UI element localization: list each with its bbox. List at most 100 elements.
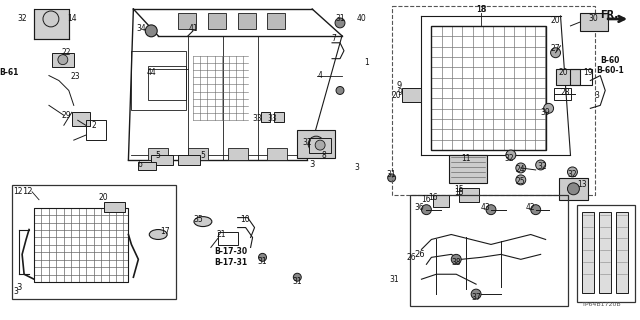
Bar — [208, 13, 226, 29]
Bar — [616, 212, 628, 293]
Bar — [34, 208, 129, 282]
Text: B-60-1: B-60-1 — [596, 66, 624, 75]
Text: 31: 31 — [258, 257, 268, 266]
Text: 31: 31 — [390, 275, 399, 284]
Text: 22: 22 — [61, 48, 70, 57]
Bar — [268, 13, 285, 29]
Bar — [582, 212, 595, 293]
Text: 43: 43 — [480, 203, 490, 212]
Circle shape — [451, 254, 461, 264]
Circle shape — [315, 140, 325, 150]
Text: 16: 16 — [429, 193, 438, 202]
Text: 32: 32 — [17, 14, 27, 23]
Text: 29: 29 — [61, 111, 70, 120]
Text: 30: 30 — [588, 14, 598, 23]
Circle shape — [486, 205, 496, 215]
Bar — [151, 155, 173, 165]
Text: 27: 27 — [551, 44, 561, 53]
Text: 3: 3 — [17, 283, 22, 292]
Text: 33: 33 — [268, 114, 277, 123]
Text: 3: 3 — [310, 160, 315, 170]
Bar — [556, 68, 580, 84]
Bar — [460, 188, 479, 202]
Text: 20: 20 — [551, 16, 561, 25]
Bar — [188, 148, 208, 160]
Text: 10: 10 — [240, 215, 250, 224]
Text: 5: 5 — [156, 150, 161, 160]
Text: 12: 12 — [22, 187, 33, 196]
Bar — [431, 26, 546, 150]
Text: 12: 12 — [13, 187, 23, 196]
Circle shape — [145, 25, 157, 37]
Circle shape — [336, 86, 344, 94]
Text: 32: 32 — [538, 163, 547, 172]
Circle shape — [536, 160, 546, 170]
Text: 14: 14 — [67, 14, 77, 23]
Text: 26: 26 — [406, 253, 417, 262]
Bar — [86, 120, 106, 140]
Text: 23: 23 — [71, 72, 81, 81]
Text: 21: 21 — [216, 230, 225, 239]
Bar — [138, 162, 156, 170]
Circle shape — [308, 136, 324, 152]
Circle shape — [388, 174, 396, 182]
Text: 19: 19 — [584, 68, 593, 77]
Text: 42: 42 — [526, 203, 536, 212]
Bar — [178, 13, 196, 29]
Text: 31: 31 — [292, 277, 302, 286]
Bar — [148, 66, 186, 100]
Bar — [260, 112, 271, 122]
Text: 28: 28 — [561, 88, 570, 97]
Text: 26: 26 — [415, 250, 425, 259]
Bar — [449, 155, 487, 183]
Text: 9: 9 — [397, 81, 402, 90]
Ellipse shape — [149, 229, 167, 239]
Text: 25: 25 — [516, 177, 525, 186]
Text: 32: 32 — [504, 154, 514, 163]
Ellipse shape — [194, 217, 212, 227]
Text: 32: 32 — [303, 138, 312, 147]
Bar — [131, 51, 186, 110]
Bar — [218, 232, 237, 245]
Circle shape — [259, 253, 266, 261]
Text: TP64B1720B: TP64B1720B — [582, 301, 622, 307]
Bar — [148, 148, 168, 160]
Bar — [237, 13, 255, 29]
Circle shape — [568, 183, 579, 195]
Circle shape — [58, 55, 68, 65]
Circle shape — [531, 205, 541, 215]
Bar — [268, 148, 287, 160]
Text: 20: 20 — [99, 193, 108, 202]
Circle shape — [550, 48, 561, 58]
Text: 1: 1 — [364, 58, 369, 67]
Bar — [309, 138, 331, 153]
Text: 4: 4 — [317, 71, 323, 80]
Bar — [52, 53, 74, 67]
Bar — [410, 195, 568, 306]
Text: 38: 38 — [451, 258, 461, 267]
Bar — [298, 130, 335, 158]
Bar — [34, 9, 69, 39]
Text: 36: 36 — [415, 203, 424, 212]
Bar — [580, 13, 608, 31]
Text: 16: 16 — [422, 195, 431, 204]
Text: FR.: FR. — [600, 10, 618, 20]
Text: 3: 3 — [355, 164, 359, 172]
Text: 39: 39 — [541, 108, 550, 117]
Circle shape — [471, 289, 481, 299]
Circle shape — [293, 273, 301, 281]
Bar — [392, 6, 595, 195]
Bar — [433, 195, 449, 207]
Circle shape — [543, 103, 554, 113]
Circle shape — [335, 18, 345, 28]
Circle shape — [422, 205, 431, 215]
Text: 6: 6 — [138, 160, 143, 170]
Circle shape — [516, 163, 526, 173]
Circle shape — [506, 150, 516, 160]
Text: 17: 17 — [161, 227, 170, 236]
Text: B-61: B-61 — [0, 68, 19, 77]
Bar — [228, 148, 248, 160]
Text: 31: 31 — [387, 171, 396, 180]
Circle shape — [43, 11, 59, 27]
Text: 35: 35 — [193, 215, 203, 224]
